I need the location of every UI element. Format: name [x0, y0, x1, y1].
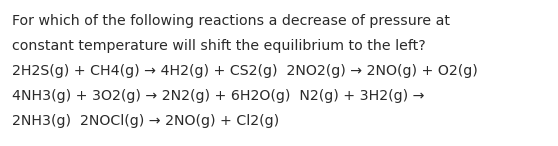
Text: constant temperature will shift the equilibrium to the left?: constant temperature will shift the equi…: [12, 39, 426, 53]
Text: For which of the following reactions a decrease of pressure at: For which of the following reactions a d…: [12, 14, 450, 28]
Text: 2NH3(g)  2NOCl(g) → 2NO(g) + Cl2(g): 2NH3(g) 2NOCl(g) → 2NO(g) + Cl2(g): [12, 114, 279, 128]
Text: 4NH3(g) + 3O2(g) → 2N2(g) + 6H2O(g)  N2(g) + 3H2(g) →: 4NH3(g) + 3O2(g) → 2N2(g) + 6H2O(g) N2(g…: [12, 89, 425, 103]
Text: 2H2S(g) + CH4(g) → 4H2(g) + CS2(g)  2NO2(g) → 2NO(g) + O2(g): 2H2S(g) + CH4(g) → 4H2(g) + CS2(g) 2NO2(…: [12, 64, 478, 78]
